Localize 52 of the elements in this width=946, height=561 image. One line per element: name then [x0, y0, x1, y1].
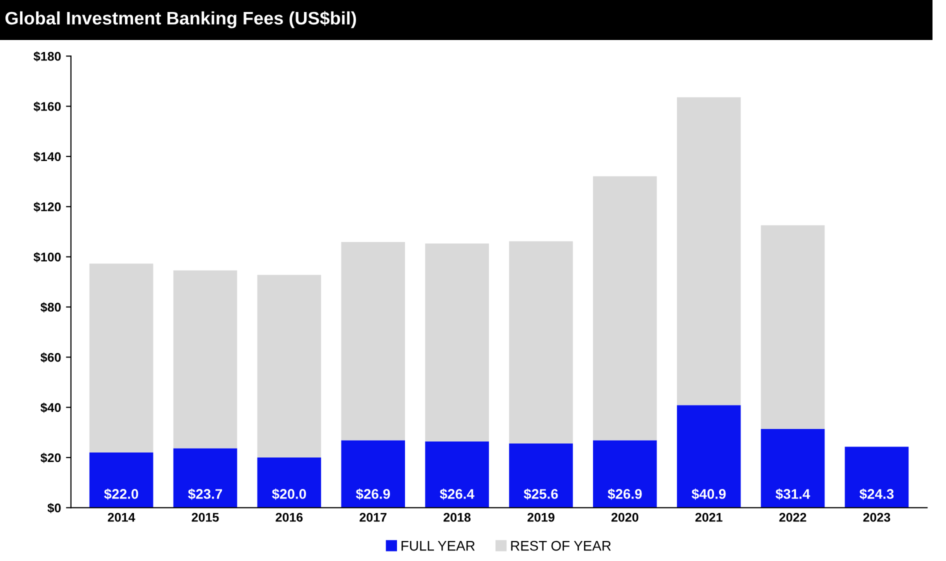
y-tick-label: $100: [34, 252, 61, 262]
bar: [89, 452, 154, 508]
data-label: $22.0: [104, 488, 138, 500]
x-tick-label: 2019: [528, 512, 554, 522]
bar: [173, 448, 238, 508]
y-tick-label: $140: [34, 152, 61, 162]
legend-label: REST OF YEAR: [511, 540, 611, 551]
y-tick-label: $60: [40, 352, 61, 363]
bar: [593, 176, 657, 440]
x-tick-label: 2021: [695, 512, 722, 522]
bar: [844, 446, 909, 508]
data-label: $25.6: [524, 488, 558, 500]
bar: [257, 458, 322, 508]
y-tick-label: $40: [40, 402, 61, 413]
x-tick-label: 2016: [276, 512, 303, 522]
bar: [760, 428, 825, 508]
y-tick-label: $20: [40, 452, 61, 463]
data-label: $26.9: [356, 488, 390, 500]
bar: [257, 274, 322, 458]
x-tick-label: 2018: [444, 512, 471, 522]
bar: [676, 405, 741, 508]
chart-title: Global Investment Banking Fees (US$bil): [5, 11, 356, 28]
y-tick-label: $0: [47, 502, 61, 514]
y-tick-label: $80: [40, 302, 61, 312]
bar: [173, 270, 238, 448]
x-tick-label: 2022: [779, 512, 806, 522]
bar: [341, 440, 406, 508]
data-label: $26.4: [440, 488, 474, 500]
y-tick-label: $160: [34, 102, 61, 112]
legend-label: FULL YEAR: [402, 541, 475, 551]
bar: [509, 241, 573, 444]
data-label: $20.0: [272, 488, 306, 500]
data-label: $26.9: [608, 488, 642, 500]
x-tick-label: 2017: [360, 512, 386, 522]
bar: [425, 441, 489, 508]
bar: [509, 443, 573, 508]
x-tick-label: 2020: [611, 512, 638, 522]
bar: [676, 97, 741, 406]
bar: [760, 225, 825, 429]
data-label: $24.3: [860, 488, 894, 500]
bar: [341, 242, 406, 440]
x-tick-label: 2015: [192, 512, 219, 522]
bar: [593, 440, 657, 508]
y-tick-label: $180: [34, 51, 61, 62]
x-tick-label: 2023: [863, 512, 890, 522]
data-label: $31.4: [776, 488, 810, 500]
bar: [89, 264, 154, 453]
bar: [425, 244, 489, 442]
y-tick-label: $120: [34, 202, 61, 212]
x-tick-label: 2014: [108, 512, 136, 522]
data-label: $40.9: [692, 488, 726, 500]
data-label: $23.7: [188, 488, 222, 500]
